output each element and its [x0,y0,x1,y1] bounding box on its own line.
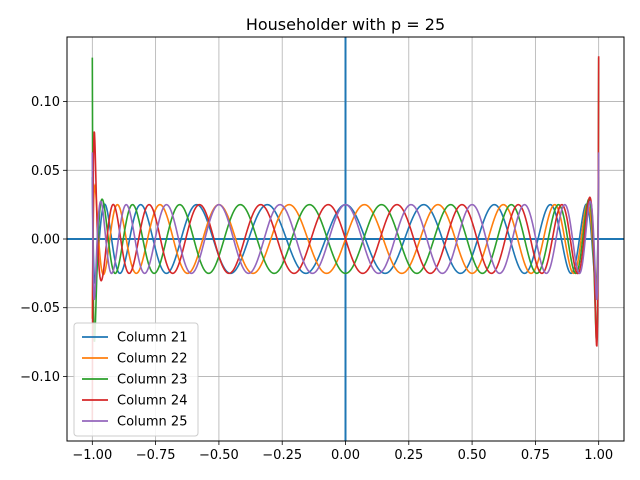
x-tick-label: 0.50 [458,448,487,463]
x-tick-label: 0.00 [331,448,360,463]
legend-box [73,322,199,437]
y-tick-label: −0.10 [20,370,60,385]
chart-title: Householder with p = 25 [246,15,445,34]
series-lines [91,56,600,422]
series-line [91,152,600,301]
x-tick-label: −0.25 [262,448,302,463]
y-tick-label: 0.05 [31,164,60,179]
x-tick-label: −0.50 [199,448,239,463]
legend-label: Column 22 [117,352,187,367]
legend-label: Column 23 [117,373,187,388]
legend: Column 21 Column 22 Column 23 Column 24 Colu… [73,322,199,437]
x-tick-label: 0.75 [521,448,550,463]
x-axis-ticks: −1.00 −0.75 −0.50 −0.25 0.00 0.25 0.50 0.75 1.00 [72,441,613,463]
legend-label: Column 24 [117,394,187,409]
y-tick-label: 0.10 [31,95,60,110]
y-axis-ticks: −0.10 −0.05 0.00 0.05 0.10 [20,95,67,385]
x-tick-label: −1.00 [72,448,112,463]
x-tick-label: 1.00 [584,448,613,463]
y-tick-label: −0.05 [20,301,60,316]
legend-label: Column 21 [117,331,187,346]
y-tick-label: 0.00 [31,233,60,248]
x-tick-label: −0.75 [136,448,176,463]
series-line [91,56,600,422]
x-tick-label: 0.25 [394,448,423,463]
legend-label: Column 25 [117,415,187,430]
series-line [91,57,600,342]
